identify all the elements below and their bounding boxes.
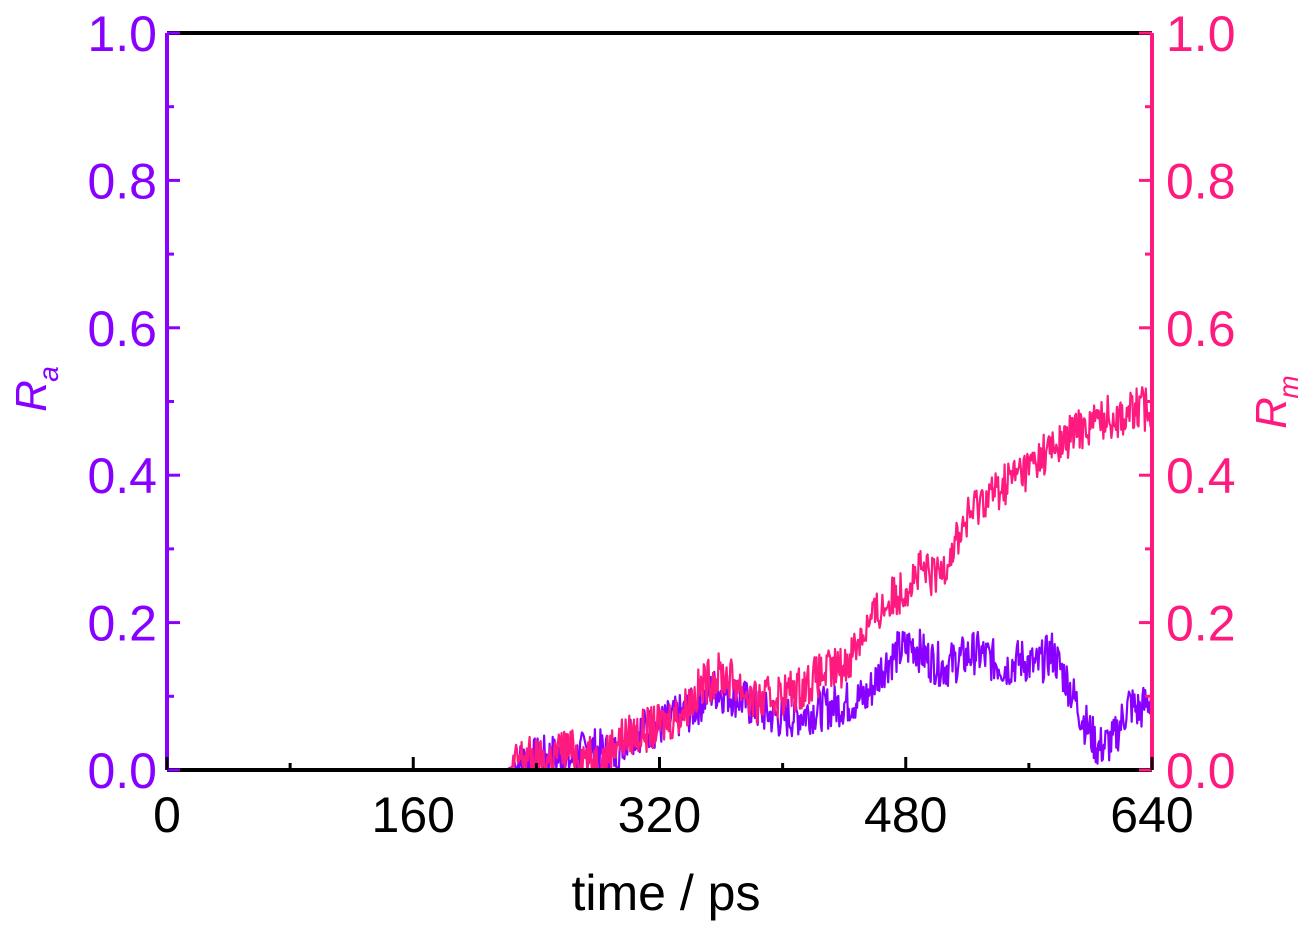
y-axis-label-left: R a bbox=[7, 366, 64, 412]
y-tick-label-right: 0.8 bbox=[1166, 153, 1236, 209]
y-tick-label-left: 0.6 bbox=[87, 301, 157, 357]
y-axis-label-left-sub: a bbox=[33, 366, 64, 382]
axes-layer bbox=[165, 31, 1154, 772]
y-axis-label-right: R m bbox=[1247, 375, 1304, 429]
y-tick-label-right: 0.2 bbox=[1166, 596, 1236, 652]
y-axis-label-left-main: R bbox=[7, 380, 56, 412]
y-tick-label-right: 0.4 bbox=[1166, 448, 1236, 504]
y-tick-label-right: 0.6 bbox=[1166, 301, 1236, 357]
x-axis-label: time / ps bbox=[572, 865, 761, 921]
x-tick-label: 480 bbox=[864, 787, 947, 843]
series-line-right bbox=[166, 386, 1154, 772]
y-axis-label-right-sub: m bbox=[1273, 375, 1304, 398]
y-axis-label-right-main: R bbox=[1247, 397, 1296, 429]
x-tick-label: 160 bbox=[372, 787, 455, 843]
y-tick-label-right: 0.0 bbox=[1166, 743, 1236, 799]
y-tick-label-left: 0.4 bbox=[87, 448, 157, 504]
y-tick-label-left: 0.8 bbox=[87, 153, 157, 209]
ticks-layer: 0.0 0.2 0.4 0.6 0.8 1.0 0.0 0.2 0.4 0.6 0.8 1.0 0 160… bbox=[87, 6, 1235, 843]
y-tick-label-left: 0.0 bbox=[87, 743, 157, 799]
labels-layer: time / ps R a R m bbox=[7, 366, 1304, 921]
series-line-left bbox=[166, 628, 1154, 772]
series-layer bbox=[166, 386, 1154, 772]
x-tick-label: 320 bbox=[618, 787, 701, 843]
x-tick-label: 640 bbox=[1110, 787, 1193, 843]
y-tick-label-left: 1.0 bbox=[87, 6, 157, 62]
y-tick-label-left: 0.2 bbox=[87, 596, 157, 652]
y-tick-label-right: 1.0 bbox=[1166, 6, 1236, 62]
x-tick-label: 0 bbox=[153, 787, 181, 843]
